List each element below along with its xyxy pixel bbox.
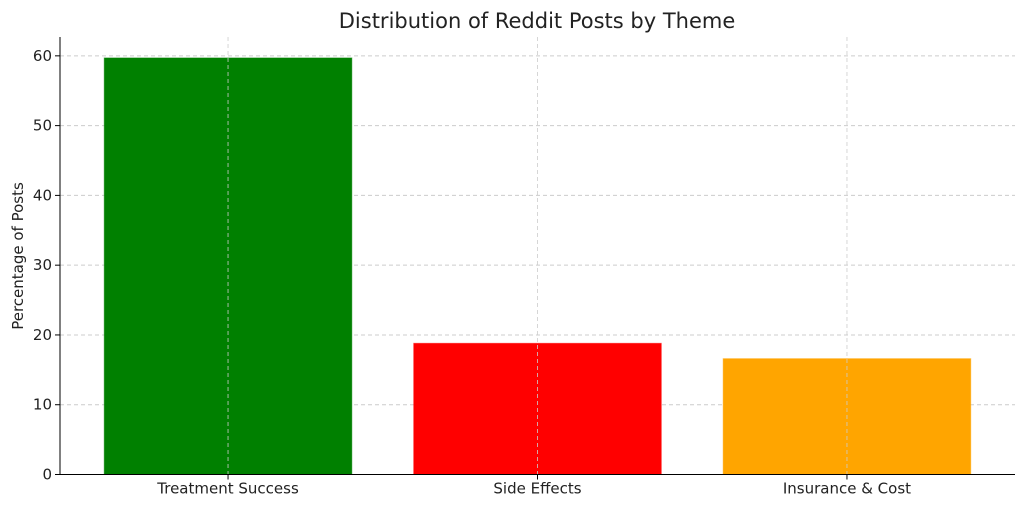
x-tick-label: Insurance & Cost (783, 480, 911, 498)
x-ticks: Treatment Success Side Effects Insurance &… (156, 474, 911, 498)
x-tick-label: Side Effects (493, 480, 581, 498)
y-tick-label: 50 (33, 117, 52, 135)
y-ticks: 0 10 20 30 40 50 60 (33, 47, 60, 484)
y-tick-label: 20 (33, 326, 52, 344)
y-tick-label: 30 (33, 256, 52, 274)
y-tick-label: 40 (33, 186, 52, 204)
bar-0 (103, 57, 353, 475)
y-tick-label: 0 (42, 466, 52, 484)
vertical-grid-lines (227, 37, 848, 475)
x-tick-label: Treatment Success (156, 480, 299, 498)
y-tick-label: 60 (33, 47, 52, 65)
y-axis-label: Percentage of Posts (9, 182, 27, 330)
chart-title: Distribution of Reddit Posts by Theme (339, 9, 736, 33)
bars (103, 57, 972, 475)
y-tick-label: 10 (33, 396, 52, 414)
